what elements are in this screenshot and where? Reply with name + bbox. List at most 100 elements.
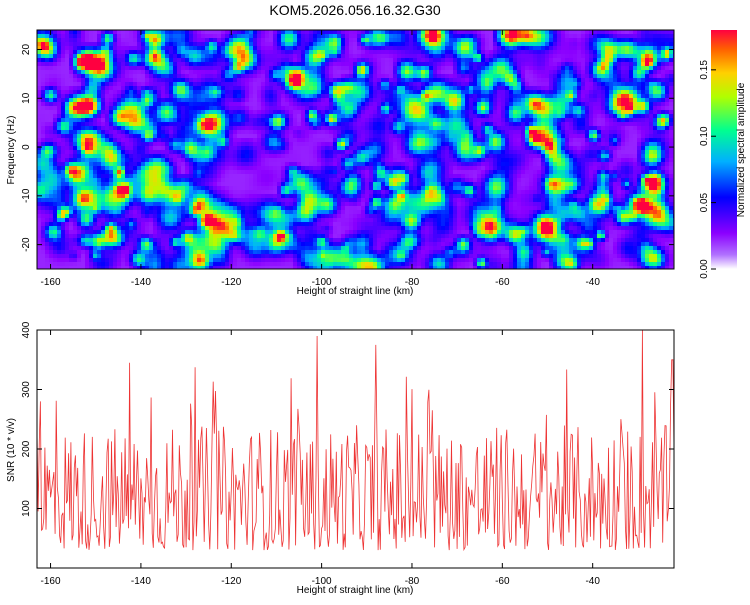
heatmap-cell [469,138,473,142]
heatmap-cell [229,78,233,82]
heatmap-cell [201,86,205,90]
heatmap-cell [489,106,493,110]
heatmap-cell [469,110,473,114]
heatmap-cell [277,46,281,50]
heatmap-cell [149,98,153,102]
heatmap-cell [445,66,449,70]
heatmap-cell [45,142,49,146]
heatmap-cell [401,126,405,130]
heatmap-cell [421,42,425,46]
heatmap-cell [601,74,605,78]
heatmap-cell [93,142,97,146]
heatmap-cell [477,58,481,62]
heatmap-cell [657,146,661,150]
heatmap-cell [349,114,353,118]
heatmap-cell [213,110,217,114]
heatmap-cell [409,78,413,82]
heatmap-cell [361,58,365,62]
heatmap-cell [641,130,645,134]
heatmap-cell [417,34,421,38]
heatmap-cell [413,78,417,82]
heatmap-cell [309,94,313,98]
heatmap-cell [245,46,249,50]
heatmap-cell [225,150,229,154]
heatmap-cell [245,82,249,86]
heatmap-cell [605,134,609,138]
heatmap-cell [645,146,649,150]
heatmap-cell [485,70,489,74]
heatmap-cell [165,118,169,122]
heatmap-cell [201,38,205,42]
heatmap-cell [93,50,97,54]
heatmap-cell [633,70,637,74]
heatmap-cell [357,46,361,50]
heatmap-cell [309,82,313,86]
heatmap-cell [97,126,101,130]
heatmap-cell [213,82,217,86]
heatmap-cell [105,86,109,90]
heatmap-cell [141,130,145,134]
heatmap-cell [669,142,673,146]
heatmap-cell [517,94,521,98]
heatmap-cell [501,74,505,78]
heatmap-cell [641,46,645,50]
heatmap-cell [473,90,477,94]
heatmap-cell [621,130,625,134]
heatmap-cell [61,106,65,110]
heatmap-cell [261,74,265,78]
heatmap-cell [309,102,313,106]
heatmap-cell [465,42,469,46]
heatmap-cell [229,54,233,58]
heatmap-cell [609,94,613,98]
heatmap-cell [633,34,637,38]
heatmap-cell [149,86,153,90]
heatmap-cell [441,34,445,38]
heatmap-cell [205,82,209,86]
heatmap-cell [581,46,585,50]
heatmap-cell [649,126,653,130]
heatmap-cell [249,122,253,126]
heatmap-cell [561,78,565,82]
heatmap-cell [529,54,533,58]
heatmap-cell [657,54,661,58]
heatmap-cell [445,62,449,66]
heatmap-cell [389,142,393,146]
heatmap-cell [141,34,145,38]
heatmap-cell [481,46,485,50]
heatmap-cell [41,98,45,102]
heatmap-cell [53,130,57,134]
heatmap-cell [361,54,365,58]
heatmap-cell [253,70,257,74]
heatmap-cell [201,66,205,70]
heatmap-cell [233,42,237,46]
heatmap-cell [617,90,621,94]
heatmap-cell [301,46,305,50]
heatmap-cell [401,50,405,54]
heatmap-cell [469,38,473,42]
heatmap-cell [513,34,517,38]
heatmap-cell [493,90,497,94]
heatmap-cell [177,54,181,58]
heatmap-cell [537,42,541,46]
heatmap-cell [105,30,109,34]
heatmap-cell [81,86,85,90]
heatmap-cell [405,78,409,82]
heatmap-cell [177,118,181,122]
heatmap-cell [501,62,505,66]
heatmap-cell [337,78,341,82]
heatmap-cell [145,78,149,82]
heatmap-cell [357,114,361,118]
heatmap-cell [85,106,89,110]
heatmap-cell [81,94,85,98]
heatmap-cell [669,114,673,118]
heatmap-cell [233,102,237,106]
heatmap-cell [249,78,253,82]
heatmap-cell [489,46,493,50]
heatmap-cell [149,106,153,110]
heatmap-cell [453,58,457,62]
heatmap-cell [393,90,397,94]
heatmap-cell [69,58,73,62]
heatmap-cell [233,118,237,122]
heatmap-cell [505,118,509,122]
heatmap-cell [609,62,613,66]
